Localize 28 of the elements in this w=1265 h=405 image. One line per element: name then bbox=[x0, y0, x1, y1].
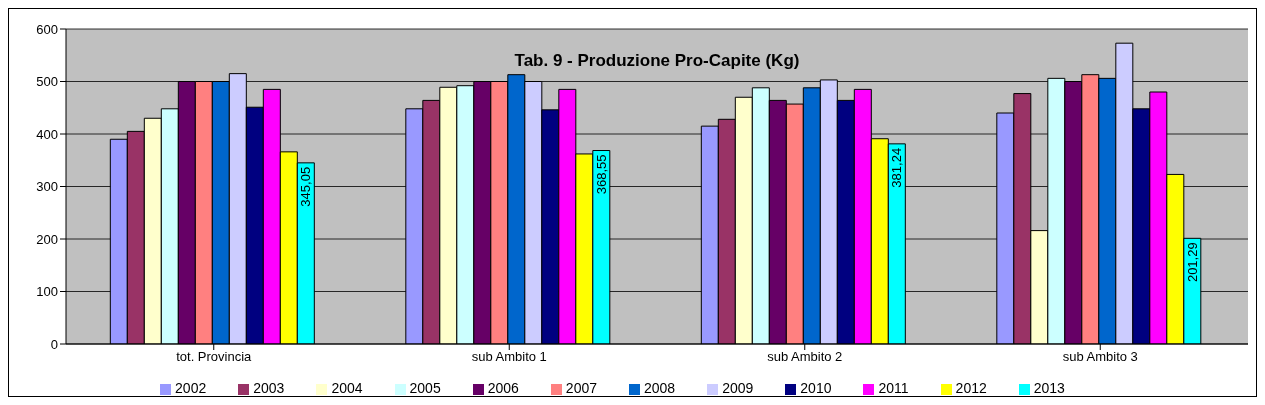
legend-label: 2003 bbox=[253, 380, 285, 396]
y-tick-label: 100 bbox=[36, 284, 58, 300]
x-tick-label: sub Ambito 3 bbox=[1062, 349, 1138, 365]
x-tick-label: sub Ambito 1 bbox=[471, 349, 547, 365]
legend-label: 2002 bbox=[175, 380, 207, 396]
legend-label: 2008 bbox=[644, 380, 676, 396]
legend-label: 2012 bbox=[955, 380, 987, 396]
y-tick-label: 300 bbox=[36, 179, 58, 195]
y-tick-label: 0 bbox=[50, 336, 58, 352]
data-label: 381,24 bbox=[889, 147, 905, 188]
data-label: 201,29 bbox=[1184, 242, 1200, 283]
legend-label: 2011 bbox=[878, 380, 909, 396]
data-label: 345,05 bbox=[298, 166, 314, 207]
y-tick-label: 400 bbox=[36, 126, 58, 142]
legend-label: 2013 bbox=[1033, 380, 1065, 396]
text: Tab. 9 - Produzione Pro-Capite (Kg) bbox=[513, 51, 801, 71]
x-tick-label: sub Ambito 2 bbox=[767, 349, 843, 365]
y-tick-label: 500 bbox=[36, 74, 58, 90]
y-tick-label: 600 bbox=[36, 21, 58, 37]
legend-label: 2006 bbox=[487, 380, 519, 396]
legend-label: 2004 bbox=[331, 380, 363, 396]
legend-label: 2009 bbox=[722, 380, 754, 396]
x-tick-label: tot. Provincia bbox=[176, 349, 253, 365]
y-tick-label: 200 bbox=[36, 231, 58, 247]
legend-label: 2007 bbox=[565, 380, 598, 396]
legend-label: 2005 bbox=[409, 380, 441, 396]
legend-label: 2010 bbox=[800, 380, 832, 396]
data-label: 368,55 bbox=[593, 154, 609, 195]
